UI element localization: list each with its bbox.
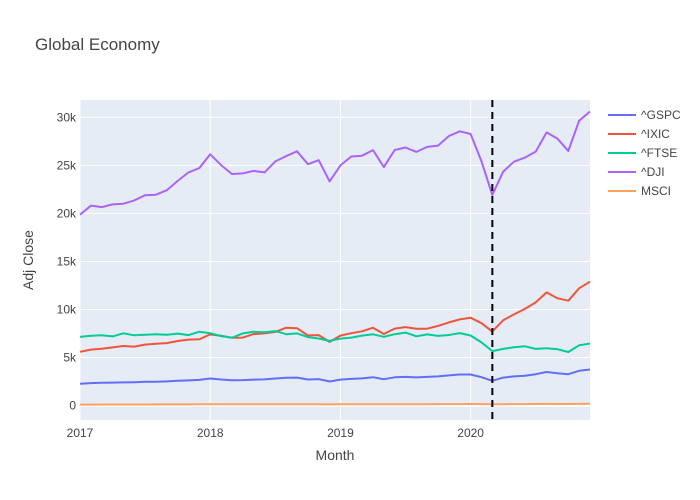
y-tick-label: 15k — [57, 254, 77, 268]
series-line-dji — [79, 110, 591, 216]
legend-item[interactable]: ^FTSE — [608, 146, 677, 160]
legend-label: ^FTSE — [641, 146, 677, 160]
legend-item[interactable]: ^DJI — [608, 165, 665, 179]
legend-label: ^DJI — [641, 165, 665, 179]
y-axis-ticks: 0 5k 10k 15k 20k 25k 30k — [57, 110, 77, 412]
plot-area — [80, 100, 590, 420]
legend-item[interactable]: MSCI — [608, 184, 671, 198]
legend-label: ^GSPC — [641, 108, 681, 122]
y-gridlines — [80, 116, 590, 407]
x-tick-label: 2019 — [327, 426, 354, 440]
y-tick-label: 30k — [57, 110, 77, 124]
y-axis-title: Adj Close — [20, 230, 36, 290]
y-tick-label: 10k — [57, 302, 77, 316]
x-gridlines — [79, 100, 472, 420]
legend-label: ^IXIC — [641, 127, 670, 141]
y-tick-label: 25k — [57, 158, 77, 172]
x-axis-ticks: 2017 2018 2019 2020 — [67, 426, 485, 440]
legend-item[interactable]: ^GSPC — [608, 108, 681, 122]
x-axis-title: Month — [316, 447, 355, 463]
y-tick-label: 5k — [63, 351, 77, 365]
legend-item[interactable]: ^IXIC — [608, 127, 670, 141]
legend: ^GSPC ^IXIC ^FTSE ^DJI MSCI — [608, 108, 681, 198]
series-line-gspc — [79, 368, 591, 385]
chart-title: Global Economy — [35, 35, 160, 54]
series-line-ftse — [79, 330, 591, 353]
series-line-msci — [80, 402, 591, 406]
y-tick-label: 0 — [69, 399, 76, 413]
x-tick-label: 2018 — [197, 426, 224, 440]
series-lines — [79, 110, 591, 406]
y-tick-label: 20k — [57, 206, 77, 220]
x-tick-label: 2020 — [457, 426, 484, 440]
x-tick-label: 2017 — [67, 426, 94, 440]
legend-label: MSCI — [641, 184, 671, 198]
